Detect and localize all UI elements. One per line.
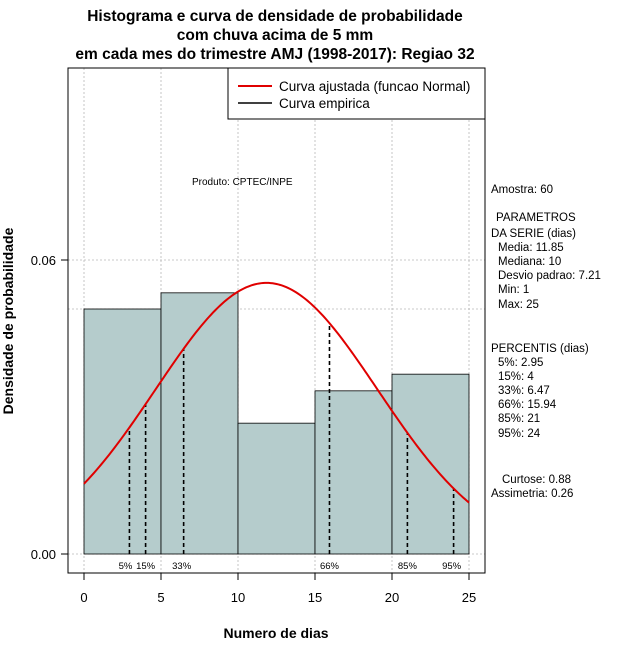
x-tick-label: 25 <box>462 590 476 605</box>
stat-assimetria: Assimetria: 0.26 <box>491 488 573 500</box>
x-tick-label: 20 <box>385 590 399 605</box>
normal-curve <box>83 281 470 504</box>
legend-box <box>227 67 486 120</box>
normal-curve-path <box>83 281 470 504</box>
stat-params-title-2: DA SERIE (dias) <box>491 228 576 240</box>
stat-p5: 5%: 2.95 <box>498 357 543 369</box>
stat-amostra: Amostra: 60 <box>491 184 553 196</box>
legend: Curva ajustada (funcao Normal) Curva emp… <box>227 67 486 120</box>
histogram-bar <box>314 390 393 555</box>
legend-label-fitted: Curva ajustada (funcao Normal) <box>279 79 470 94</box>
stat-media: Media: 11.85 <box>498 242 564 254</box>
x-tick-label: 15 <box>308 590 322 605</box>
x-axis-title: Numero de dias <box>223 625 328 641</box>
stat-max: Max: 25 <box>498 299 539 311</box>
chart-title-line-3: em cada mes do trimestre AMJ (1998-2017)… <box>75 46 474 63</box>
chart-title-line-1: Histograma e curva de densidade de proba… <box>87 8 463 25</box>
histogram-bars <box>83 292 470 555</box>
x-tick-label: 0 <box>80 590 87 605</box>
stat-curtose: Curtose: 0.88 <box>502 474 571 486</box>
stat-p33: 33%: 6.47 <box>498 385 550 397</box>
histogram-bar <box>237 422 316 555</box>
stat-p66: 66%: 15.94 <box>498 399 557 411</box>
product-label: Produto: CPTEC/INPE <box>192 177 293 188</box>
y-axis-title: Densidade de probabilidade <box>0 227 16 414</box>
stat-params-title-1: PARAMETROS <box>496 212 576 224</box>
legend-label-empirical: Curva empirica <box>279 96 370 111</box>
x-axis: 0 5 10 15 20 25 <box>80 572 476 605</box>
stat-desvio: Desvio padrao: 7.21 <box>498 270 601 282</box>
stat-p15: 15%: 4 <box>498 371 534 383</box>
percentile-label: 95% <box>442 561 462 572</box>
y-tick-label: 0.06 <box>31 253 56 268</box>
stat-p85: 85%: 21 <box>498 413 540 425</box>
stats-panel: Amostra: 60 PARAMETROS DA SERIE (dias) M… <box>491 184 601 500</box>
chart-title-line-2: com chuva acima de 5 mm <box>177 27 373 44</box>
y-axis: 0.00 0.06 <box>31 253 69 562</box>
stat-min: Min: 1 <box>498 284 529 296</box>
histogram-bar <box>83 308 162 555</box>
x-tick-label: 10 <box>231 590 245 605</box>
x-tick-label: 5 <box>157 590 164 605</box>
stat-p95: 95%: 24 <box>498 428 541 440</box>
stat-mediana: Mediana: 10 <box>498 256 561 268</box>
percentile-label: 85% <box>398 561 418 572</box>
stat-percentis-title: PERCENTIS (dias) <box>491 343 589 355</box>
histogram-bar <box>160 292 239 555</box>
percentile-label: 66% <box>320 561 340 572</box>
percentile-lines: 5% 15% 33% 66% 85% 95% <box>119 323 462 572</box>
percentile-label: 15% <box>136 561 156 572</box>
percentile-label: 5% <box>119 561 133 572</box>
percentile-label: 33% <box>172 561 192 572</box>
y-tick-label: 0.00 <box>31 547 56 562</box>
